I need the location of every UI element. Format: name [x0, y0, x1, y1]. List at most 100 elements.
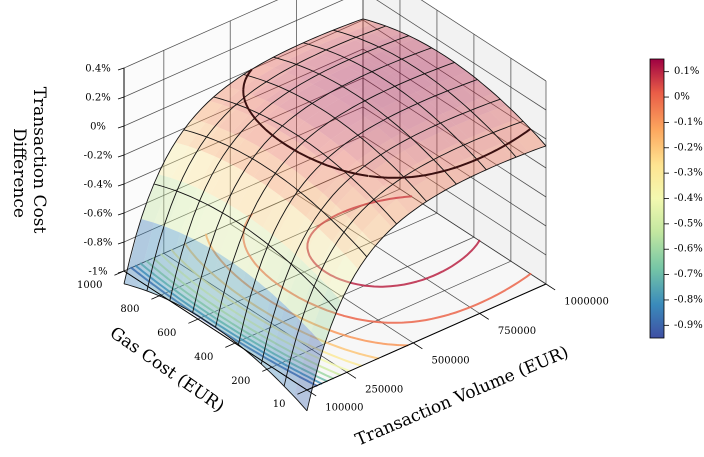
- surface-patch: [349, 200, 380, 232]
- surface-patch: [429, 95, 460, 114]
- surface-patch: [275, 205, 306, 249]
- surface-patch: [201, 127, 232, 157]
- surface-patch: [254, 293, 285, 371]
- surface-patch: [188, 122, 219, 151]
- colorbar-tick-label: -0.9%: [674, 320, 703, 331]
- surface-patch: [369, 90, 400, 108]
- surface-patch: [370, 160, 401, 186]
- surface-patch: [219, 209, 250, 263]
- side-grid-z: [362, 19, 547, 140]
- surface-patch: [382, 99, 413, 119]
- colorbar-tick-label: -0.3%: [674, 168, 703, 179]
- surface-patch: [395, 110, 426, 130]
- side-grid-z: [362, 164, 547, 285]
- surface-patch: [404, 141, 435, 164]
- surface-patch: [210, 162, 241, 202]
- surface-patch: [313, 139, 345, 165]
- surface-patch: [446, 88, 477, 107]
- surface-patch: [206, 201, 237, 254]
- surface-patch: [228, 272, 259, 348]
- surface-patch: [355, 33, 386, 46]
- floor-contours: [130, 195, 532, 387]
- colorbar: 0.1% 0% -0.1% -0.2% -0.3% -0.4% -0.5% -0.6% -0.7…: [649, 58, 703, 339]
- x-tick-label: 100000: [325, 402, 363, 413]
- surface-patch: [286, 63, 317, 78]
- back-grid-z: [123, 48, 364, 156]
- z-tick-mark: [117, 241, 125, 245]
- surface-patch: [295, 84, 326, 102]
- surface-patch: [215, 262, 246, 337]
- surface-patch: [378, 118, 409, 139]
- surface-patch: [344, 137, 375, 161]
- z-tick-label: -0.8%: [84, 238, 113, 249]
- y-tick-mark: [297, 389, 308, 395]
- surface-patch: [280, 318, 311, 397]
- z-axis-label-line-1: Transaction Cost: [29, 87, 49, 234]
- colorbar-tick-label: -0.4%: [674, 193, 703, 204]
- side-grid-z: [376, 0, 547, 111]
- z-tick-mark: [117, 67, 125, 71]
- surface-patch: [447, 159, 478, 182]
- z-tick-label: -0.4%: [84, 180, 113, 191]
- back-grid-z: [123, 106, 364, 214]
- surface-patch: [481, 144, 512, 166]
- surface-patch: [352, 98, 383, 118]
- surface-patch: [218, 109, 249, 133]
- surface-patch: [189, 246, 220, 319]
- surface-patch: [243, 64, 274, 79]
- surface-patch: [434, 145, 465, 168]
- surface-patch: [258, 237, 289, 294]
- back-grid-z: [123, 77, 364, 185]
- surface-patch: [150, 227, 181, 298]
- surface-patch: [270, 135, 301, 163]
- side-grid-z: [420, 0, 547, 82]
- surface-patch: [379, 199, 410, 228]
- back-grid-z: [123, 0, 279, 69]
- surface-patch: [317, 118, 349, 140]
- surface-patch: [240, 145, 271, 178]
- surface-patch: [515, 131, 546, 153]
- side-grid-z: [362, 106, 547, 227]
- x-tick-mark: [413, 342, 423, 350]
- surface-patch: [176, 239, 207, 311]
- surface-patch: [311, 286, 342, 346]
- surface-patch: [271, 248, 302, 306]
- x-tick-label: 500000: [432, 355, 470, 366]
- surface-patch: [266, 162, 297, 196]
- surface-patch: [244, 120, 275, 146]
- surface-patch: [339, 89, 370, 108]
- surface-patch: [336, 187, 367, 218]
- surface-wire: [123, 18, 364, 284]
- surface-patch: [353, 172, 384, 200]
- surface-patch: [365, 108, 396, 128]
- surface-patch: [455, 118, 486, 139]
- floor-contour: [306, 195, 481, 288]
- surface-patch: [390, 66, 421, 83]
- surface-patch: [283, 144, 314, 172]
- surface-patch: [209, 86, 240, 105]
- colorbar-tick-label: 0.1%: [674, 66, 699, 77]
- surface-patch: [498, 137, 529, 159]
- surface-patch: [324, 35, 355, 48]
- surface-patch: [180, 188, 211, 239]
- y-tick-label: 10: [273, 399, 286, 410]
- surface-patch: [421, 133, 452, 155]
- surface-patch: [341, 29, 373, 41]
- x-tick-mark: [545, 283, 556, 291]
- surface-patch: [485, 124, 516, 145]
- surface-wire: [192, 47, 432, 313]
- colorbar-gradient: [649, 58, 665, 339]
- surface-patch: [293, 331, 325, 411]
- surface-patch: [332, 218, 363, 255]
- surface-patch: [311, 31, 342, 43]
- surface-patch: [416, 84, 447, 103]
- side-grid-z: [362, 77, 547, 198]
- surface-patch: [252, 82, 283, 101]
- surface-patch: [214, 132, 245, 163]
- colorbar-tick-label: -0.8%: [674, 295, 703, 306]
- surface-wire: [215, 61, 455, 328]
- surface-patch: [124, 219, 155, 288]
- surface-patch: [329, 66, 361, 82]
- surface-patch: [328, 25, 359, 36]
